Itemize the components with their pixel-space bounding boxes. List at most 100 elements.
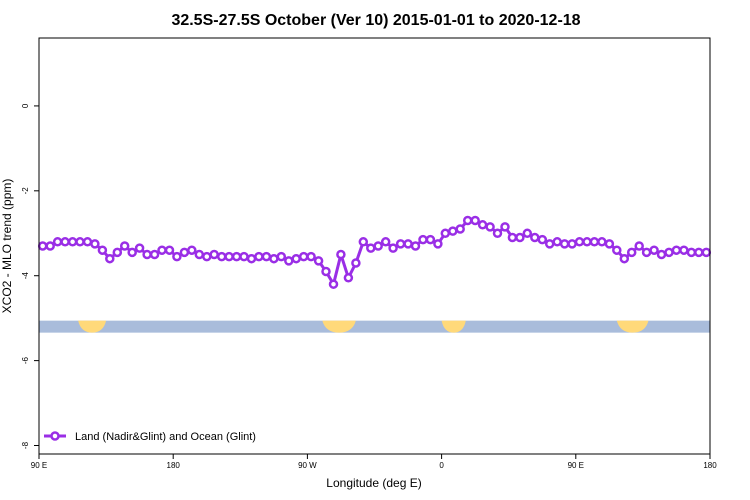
data-point	[679, 245, 689, 255]
data-point	[455, 224, 465, 234]
data-point	[321, 266, 331, 277]
data-point	[75, 237, 85, 247]
data-point	[552, 237, 562, 247]
data-point	[567, 239, 577, 249]
data-point	[351, 258, 361, 268]
data-point	[149, 249, 160, 260]
data-point	[134, 243, 145, 253]
data-point	[626, 247, 637, 258]
data-point	[589, 237, 600, 247]
data-point	[231, 251, 242, 262]
data-point	[112, 247, 123, 258]
data-point	[336, 249, 346, 260]
data-point	[604, 239, 615, 249]
x-axis-label: Longitude (deg E)	[326, 476, 421, 490]
data-point	[127, 247, 137, 258]
data-point	[686, 247, 697, 258]
data-point	[328, 279, 339, 289]
data-point	[388, 243, 398, 253]
y-tick-label-3: -6	[21, 357, 30, 365]
y-axis-label: XCO2 - MLO trend (ppm)	[0, 179, 14, 314]
data-point	[544, 239, 555, 249]
data-point	[701, 247, 712, 258]
data-point	[433, 239, 443, 249]
data-point	[649, 245, 659, 255]
data-point	[462, 215, 473, 226]
data-point	[574, 237, 585, 247]
data-point	[306, 251, 316, 262]
data-point	[90, 239, 100, 249]
data-point	[597, 237, 607, 247]
land-segment-0	[78, 320, 107, 333]
data-point	[664, 247, 674, 258]
data-point	[67, 237, 78, 247]
x-tick-label-2: 90 W	[298, 461, 317, 470]
x-tick-label-4: 90 E	[568, 461, 584, 470]
land-ocean-band	[39, 320, 710, 333]
data-point	[634, 241, 644, 251]
data-point	[343, 273, 354, 283]
data-point	[276, 251, 287, 262]
data-point	[410, 241, 421, 251]
data-point	[582, 237, 592, 247]
data-point	[671, 245, 682, 255]
data-point	[142, 249, 152, 260]
data-point	[507, 232, 518, 243]
data-point	[694, 247, 704, 258]
plot-frame	[38, 37, 711, 455]
data-point	[291, 253, 301, 264]
data-point	[179, 247, 190, 258]
data-point	[52, 237, 63, 247]
data-point	[530, 232, 540, 243]
data-point	[254, 251, 264, 262]
y-tick-label-2: -4	[21, 272, 30, 280]
data-point	[380, 237, 391, 247]
legend-label: Land (Nadir&Glint) and Ocean (Glint)	[75, 431, 256, 443]
y-axis: 0 -2 -4 -6 -8	[21, 103, 39, 449]
series-line-0	[42, 219, 707, 286]
x-tick-label-5: 180	[703, 461, 717, 470]
data-point	[82, 237, 93, 247]
x-tick-label-3: 0	[439, 461, 444, 470]
data-point	[261, 251, 272, 262]
data-point	[366, 243, 376, 253]
data-point	[187, 245, 197, 255]
data-point	[485, 222, 495, 232]
data-point	[298, 251, 309, 262]
data-point	[492, 228, 503, 239]
data-point	[425, 234, 436, 245]
series-layer	[37, 215, 712, 289]
x-tick-label-0: 90 E	[31, 461, 47, 470]
data-point	[97, 245, 108, 255]
data-point	[284, 256, 294, 266]
y-tick-label-0: 0	[21, 103, 30, 108]
data-point	[619, 253, 630, 264]
data-point	[37, 241, 48, 251]
x-axis: 90 E 180 90 W 0 90 E 180	[31, 454, 717, 470]
data-point	[522, 228, 533, 239]
data-point	[246, 253, 257, 264]
data-point	[194, 249, 205, 260]
x-tick-label-1: 180	[167, 461, 181, 470]
land-segment-1	[322, 320, 356, 333]
data-point	[216, 251, 227, 262]
land-segment-3	[616, 320, 649, 333]
data-point	[470, 215, 480, 226]
legend: Land (Nadir&Glint) and Ocean (Glint)	[44, 431, 256, 443]
data-point	[559, 239, 570, 249]
data-point	[209, 249, 219, 260]
data-point	[373, 241, 383, 251]
data-point	[418, 234, 428, 245]
data-point	[224, 251, 234, 262]
y-tick-label-1: -2	[21, 187, 30, 195]
data-point	[537, 234, 548, 245]
legend-swatch-marker	[50, 431, 60, 441]
data-point	[612, 245, 622, 255]
data-point	[164, 245, 175, 255]
data-point	[395, 239, 406, 249]
data-point	[202, 251, 212, 262]
data-point	[448, 226, 458, 236]
data-point	[45, 241, 55, 251]
data-point	[60, 237, 70, 247]
